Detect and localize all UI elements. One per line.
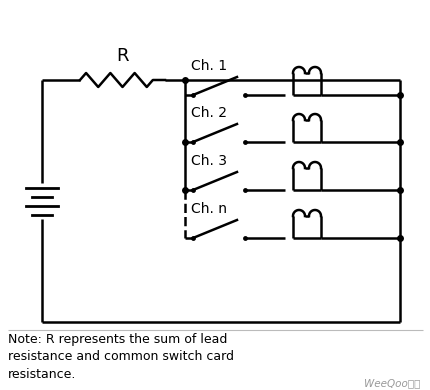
Text: Ch. 3: Ch. 3: [190, 154, 227, 168]
Text: Ch. 1: Ch. 1: [190, 59, 227, 73]
Text: WeeQoo维库: WeeQoo维库: [363, 378, 419, 388]
Text: Ch. n: Ch. n: [190, 202, 227, 216]
Text: R: R: [116, 47, 129, 65]
Text: Note: R represents the sum of lead
resistance and common switch card
resistance.: Note: R represents the sum of lead resis…: [8, 333, 233, 381]
Text: Ch. 2: Ch. 2: [190, 106, 227, 120]
